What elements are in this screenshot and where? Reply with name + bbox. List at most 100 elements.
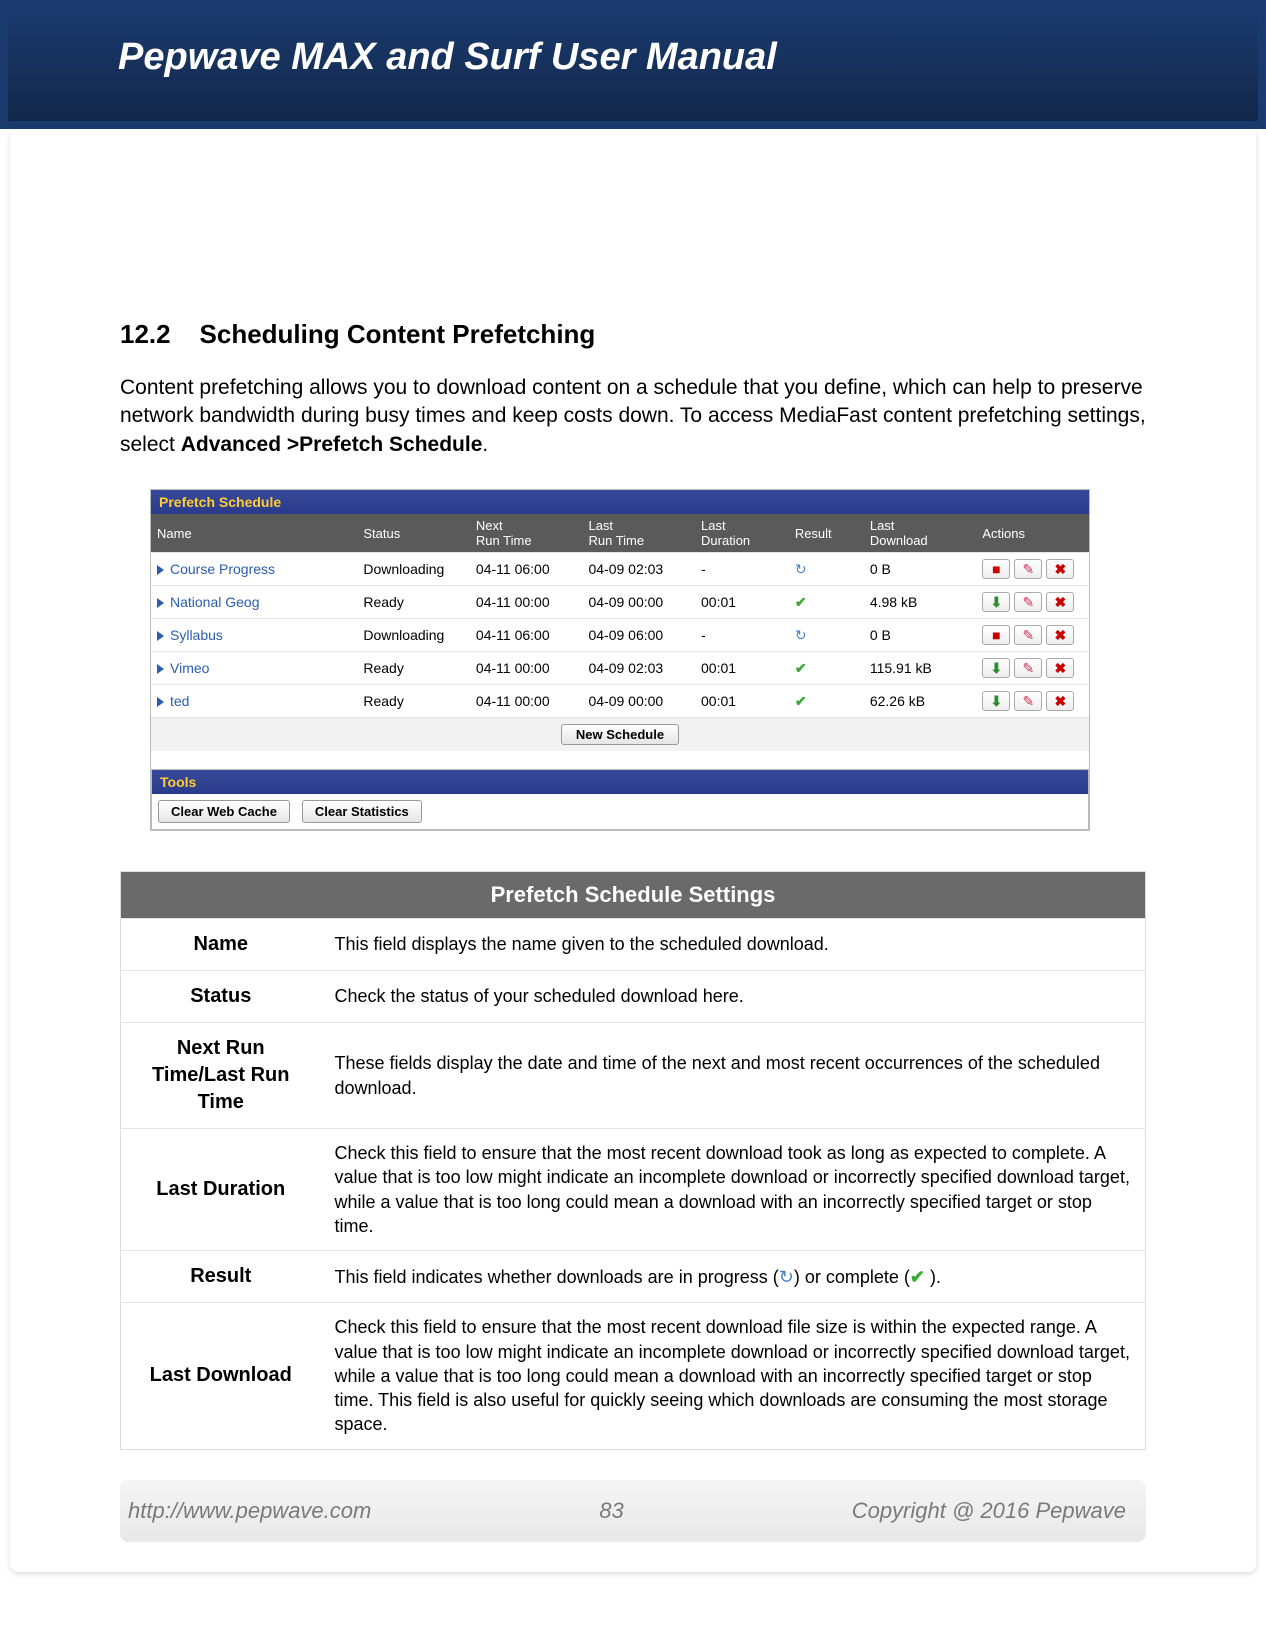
section-heading: 12.2 Scheduling Content Prefetching xyxy=(120,319,1146,350)
edit-button[interactable]: ✎ xyxy=(1014,658,1042,678)
delete-button[interactable]: ✖ xyxy=(1046,658,1074,678)
cell-status: Ready xyxy=(357,586,470,619)
prefetch-col-header: LastDuration xyxy=(695,514,789,553)
section-title: Scheduling Content Prefetching xyxy=(200,319,596,349)
check-icon: ✔ xyxy=(795,594,807,610)
cell-next: 04-11 06:00 xyxy=(470,553,583,586)
tools-titlebar: Tools xyxy=(152,770,1088,794)
cell-dur: - xyxy=(695,619,789,652)
download-button[interactable]: ⬇ xyxy=(982,592,1010,612)
prefetch-col-header: Name xyxy=(151,514,357,553)
settings-key: Last Duration xyxy=(121,1129,321,1251)
cell-download: 115.91 kB xyxy=(864,652,977,685)
table-row: VimeoReady04-11 00:0004-09 02:0300:01 ✔ 11… xyxy=(151,652,1089,685)
settings-value: Check the status of your scheduled downl… xyxy=(321,971,1146,1023)
row-name[interactable]: Course Progress xyxy=(151,553,357,586)
clear-statistics-button[interactable]: Clear Statistics xyxy=(302,800,422,823)
expand-icon[interactable] xyxy=(157,598,164,608)
prefetch-col-header: Status xyxy=(357,514,470,553)
footer-page-number: 83 xyxy=(599,1498,623,1524)
cell-next: 04-11 00:00 xyxy=(470,586,583,619)
cell-dur: 00:01 xyxy=(695,685,789,718)
section-number: 12.2 xyxy=(120,319,171,349)
cell-actions: ■✎✖ xyxy=(976,553,1089,586)
cell-result: ↻ xyxy=(789,619,864,652)
check-icon: ✔ xyxy=(795,693,807,709)
edit-button[interactable]: ✎ xyxy=(1014,625,1042,645)
cell-download: 0 B xyxy=(864,619,977,652)
row-name[interactable]: ted xyxy=(151,685,357,718)
settings-value: Check this field to ensure that the most… xyxy=(321,1303,1146,1449)
download-button[interactable]: ⬇ xyxy=(982,658,1010,678)
manual-title: Pepwave MAX and Surf User Manual xyxy=(118,36,1148,79)
cell-actions: ⬇✎✖ xyxy=(976,652,1089,685)
cell-dur: 00:01 xyxy=(695,586,789,619)
cell-result: ↻ xyxy=(789,553,864,586)
table-row: National GeogReady04-11 00:0004-09 00:00… xyxy=(151,586,1089,619)
settings-value: This field indicates whether downloads a… xyxy=(321,1251,1146,1303)
row-name[interactable]: Vimeo xyxy=(151,652,357,685)
prefetch-table: NameStatusNextRun TimeLastRun TimeLastDu… xyxy=(151,514,1089,751)
edit-button[interactable]: ✎ xyxy=(1014,592,1042,612)
stop-button[interactable]: ■ xyxy=(982,559,1010,579)
check-icon: ✔ xyxy=(910,1267,925,1287)
edit-button[interactable]: ✎ xyxy=(1014,691,1042,711)
cell-last: 04-09 00:00 xyxy=(582,685,695,718)
cell-status: Downloading xyxy=(357,553,470,586)
expand-icon[interactable] xyxy=(157,631,164,641)
expand-icon[interactable] xyxy=(157,697,164,707)
table-row: SyllabusDownloading04-11 06:0004-09 06:0… xyxy=(151,619,1089,652)
cell-download: 62.26 kB xyxy=(864,685,977,718)
delete-button[interactable]: ✖ xyxy=(1046,625,1074,645)
edit-button[interactable]: ✎ xyxy=(1014,559,1042,579)
new-schedule-button[interactable]: New Schedule xyxy=(561,724,679,745)
settings-key: Result xyxy=(121,1251,321,1303)
check-icon: ✔ xyxy=(795,660,807,676)
settings-key: Next Run Time/Last Run Time xyxy=(121,1023,321,1129)
intro-bold: Advanced >Prefetch Schedule xyxy=(181,433,483,456)
settings-key: Last Download xyxy=(121,1303,321,1449)
cell-last: 04-09 06:00 xyxy=(582,619,695,652)
table-row: Course ProgressDownloading04-11 06:0004-… xyxy=(151,553,1089,586)
cell-download: 4.98 kB xyxy=(864,586,977,619)
cell-dur: - xyxy=(695,553,789,586)
stop-button[interactable]: ■ xyxy=(982,625,1010,645)
cell-status: Ready xyxy=(357,685,470,718)
cell-result: ✔ xyxy=(789,586,864,619)
table-row: tedReady04-11 00:0004-09 00:0000:01 ✔ 62.2… xyxy=(151,685,1089,718)
cell-actions: ⬇✎✖ xyxy=(976,685,1089,718)
cell-result: ✔ xyxy=(789,652,864,685)
intro-post: . xyxy=(482,433,488,456)
cell-download: 0 B xyxy=(864,553,977,586)
delete-button[interactable]: ✖ xyxy=(1046,592,1074,612)
tools-panel: Tools Clear Web Cache Clear Statistics xyxy=(151,769,1089,830)
page-footer: http://www.pepwave.com 83 Copyright @ 20… xyxy=(120,1480,1146,1542)
download-button[interactable]: ⬇ xyxy=(982,691,1010,711)
cell-actions: ■✎✖ xyxy=(976,619,1089,652)
cell-last: 04-09 02:03 xyxy=(582,553,695,586)
settings-key: Status xyxy=(121,971,321,1023)
progress-icon: ↻ xyxy=(779,1267,794,1287)
prefetch-col-header: Result xyxy=(789,514,864,553)
cell-next: 04-11 06:00 xyxy=(470,619,583,652)
prefetch-titlebar: Prefetch Schedule xyxy=(151,490,1089,514)
row-name[interactable]: Syllabus xyxy=(151,619,357,652)
cell-actions: ⬇✎✖ xyxy=(976,586,1089,619)
expand-icon[interactable] xyxy=(157,664,164,674)
footer-copyright: Copyright @ 2016 Pepwave xyxy=(852,1498,1146,1524)
cell-next: 04-11 00:00 xyxy=(470,685,583,718)
cell-dur: 00:01 xyxy=(695,652,789,685)
clear-web-cache-button[interactable]: Clear Web Cache xyxy=(158,800,290,823)
delete-button[interactable]: ✖ xyxy=(1046,691,1074,711)
intro-paragraph: Content prefetching allows you to downlo… xyxy=(120,374,1146,459)
row-name[interactable]: National Geog xyxy=(151,586,357,619)
progress-icon: ↻ xyxy=(795,627,807,643)
cell-status: Ready xyxy=(357,652,470,685)
settings-value: These fields display the date and time o… xyxy=(321,1023,1146,1129)
settings-table: Prefetch Schedule Settings NameThis fiel… xyxy=(120,871,1146,1450)
cell-next: 04-11 00:00 xyxy=(470,652,583,685)
expand-icon[interactable] xyxy=(157,565,164,575)
cell-last: 04-09 02:03 xyxy=(582,652,695,685)
prefetch-col-header: LastRun Time xyxy=(582,514,695,553)
delete-button[interactable]: ✖ xyxy=(1046,559,1074,579)
